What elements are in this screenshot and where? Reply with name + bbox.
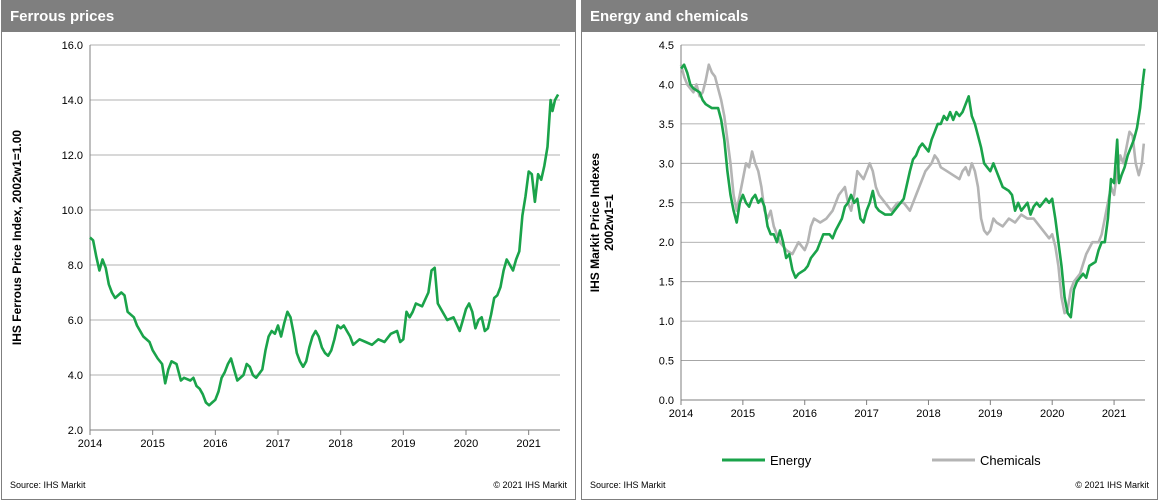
energy-panel-title: Energy and chemicals <box>582 1 1157 32</box>
energy-y-tick-label: 2.5 <box>659 198 674 210</box>
energy-y-tick-label: 3.5 <box>659 119 674 131</box>
ferrous-source-note: Source: IHS Markit <box>10 480 86 490</box>
ferrous-x-tick-label: 2017 <box>266 438 290 450</box>
ferrous-x-tick-label: 2015 <box>140 438 164 450</box>
ferrous-y-tick-label: 16.0 <box>62 40 83 52</box>
energy-y-tick-label: 4.5 <box>659 40 674 52</box>
ferrous-x-tick-label: 2014 <box>78 438 102 450</box>
energy-series-line-energy <box>679 63 1146 319</box>
energy-y-axis-label: 2002w1=1 <box>602 194 616 251</box>
energy-y-tick-label: 1.5 <box>659 277 674 289</box>
ferrous-price-chart: 2.0 4.0 6.0 8.0 10.0 12.0 14.0 16.0 2014 2015 2016… <box>10 40 560 450</box>
ferrous-prices-panel: Ferrous prices 2.0 4.0 6.0 8.0 10.0 12.0 14.0 1… <box>1 0 576 500</box>
energy-x-tick-label: 2017 <box>854 408 878 420</box>
ferrous-y-axis-label: IHS Ferrous Price Index, 2002w1=1.00 <box>10 130 24 345</box>
ferrous-y-tick-label: 14.0 <box>62 95 83 107</box>
ferrous-x-tick-label: 2019 <box>391 438 415 450</box>
ferrous-x-tick-label: 2018 <box>328 438 352 450</box>
energy-x-tick-label: 2015 <box>731 408 755 420</box>
ferrous-y-tick-label: 8.0 <box>68 260 83 272</box>
ferrous-y-tick-label: 6.0 <box>68 315 83 327</box>
ferrous-y-tick-label: 12.0 <box>62 150 83 162</box>
ferrous-x-tick-label: 2020 <box>454 438 478 450</box>
energy-copyright-note: © 2021 IHS Markit <box>1075 480 1149 490</box>
ferrous-panel-title: Ferrous prices <box>2 1 575 32</box>
energy-y-axis-label: IHS Markit Price Indexes <box>588 152 602 292</box>
ferrous-x-tick-label: 2021 <box>516 438 540 450</box>
energy-y-tick-label: 4.0 <box>659 79 674 91</box>
energy-x-tick-label: 2020 <box>1040 408 1064 420</box>
legend-label-chemicals: Chemicals <box>980 453 1041 468</box>
ferrous-x-tick-label: 2016 <box>203 438 227 450</box>
energy-chemicals-chart: 0.0 0.5 1.0 1.5 2.0 2.5 3.0 3.5 4.0 4.5 2014 2015 20… <box>588 40 1146 468</box>
energy-series-line-chemicals <box>679 63 1146 315</box>
ferrous-y-tick-label: 4.0 <box>68 370 83 382</box>
energy-y-tick-label: 2.0 <box>659 237 674 249</box>
legend-label-energy: Energy <box>770 453 812 468</box>
energy-y-tick-label: 1.0 <box>659 316 674 328</box>
energy-y-tick-label: 0.0 <box>659 395 674 407</box>
energy-chemicals-panel: Energy and chemicals 0.0 0.5 1.0 1.5 2.0 2.5 3… <box>581 0 1158 500</box>
energy-x-tick-label: 2016 <box>792 408 816 420</box>
energy-x-tick-label: 2019 <box>978 408 1002 420</box>
ferrous-series-line-ferrous <box>89 93 560 407</box>
energy-y-tick-label: 3.0 <box>659 158 674 170</box>
energy-x-tick-label: 2018 <box>916 408 940 420</box>
energy-x-tick-label: 2021 <box>1102 408 1126 420</box>
ferrous-y-tick-label: 2.0 <box>68 425 83 437</box>
energy-source-note: Source: IHS Markit <box>590 480 666 490</box>
ferrous-y-tick-label: 10.0 <box>62 205 83 217</box>
energy-y-tick-label: 0.5 <box>659 356 674 368</box>
energy-x-tick-label: 2014 <box>669 408 693 420</box>
ferrous-copyright-note: © 2021 IHS Markit <box>493 480 567 490</box>
